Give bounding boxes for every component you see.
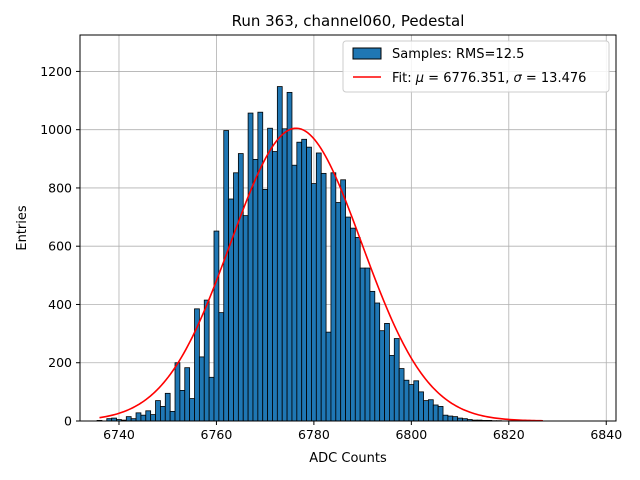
- histogram-bar: [203, 299, 210, 422]
- histogram-bar: [437, 406, 444, 422]
- y-tick-label: 400: [48, 297, 72, 312]
- histogram-bar: [340, 179, 346, 422]
- histogram-bar: [393, 338, 400, 422]
- histogram-bar: [296, 141, 303, 422]
- histogram-bar: [442, 414, 449, 422]
- histogram-bar: [432, 404, 439, 422]
- x-tick-label: 6800: [395, 427, 427, 442]
- legend-fit-mu-symbol: μ: [415, 71, 424, 86]
- histogram-bar: [325, 331, 332, 422]
- histogram-bar: [135, 412, 142, 422]
- histogram-bar: [150, 414, 156, 422]
- histogram-bar: [408, 384, 415, 422]
- histogram-bar: [413, 380, 420, 422]
- histogram-bar: [335, 202, 342, 422]
- chart-title: Run 363, channel060, Pedestal: [232, 12, 465, 30]
- histogram-bar: [311, 183, 317, 422]
- histogram-bar: [403, 379, 410, 422]
- histogram-bar: [379, 330, 385, 422]
- histogram-bar: [374, 302, 381, 422]
- histogram-bar: [350, 227, 356, 422]
- histogram-bar: [286, 91, 293, 422]
- histogram-bar: [174, 362, 181, 422]
- histogram-bar: [228, 198, 234, 422]
- histogram-bar: [159, 406, 166, 422]
- legend-fit-mu-value: = 6776.351,: [424, 71, 513, 86]
- histogram-bar: [418, 391, 424, 422]
- histogram-bar: [125, 416, 132, 422]
- histogram-bar: [354, 237, 361, 422]
- histogram-bar: [155, 400, 161, 422]
- x-axis-label: ADC Counts: [309, 451, 387, 466]
- plot-frame: [79, 34, 617, 422]
- histogram-bar: [218, 312, 225, 422]
- x-tick-label: 6740: [103, 427, 135, 442]
- histogram-bar: [247, 112, 254, 422]
- histogram-bar: [223, 130, 230, 422]
- y-tick-label: 0: [64, 414, 72, 429]
- x-tick-label: 6760: [201, 427, 233, 442]
- histogram-bar: [257, 111, 264, 422]
- histogram-bar: [233, 172, 239, 422]
- x-tick-label: 6840: [590, 427, 622, 442]
- histogram-bar: [184, 367, 191, 422]
- histogram-bar: [320, 172, 327, 422]
- histogram-bar: [179, 390, 186, 422]
- histogram-bar: [198, 356, 205, 422]
- histogram-bar: [189, 398, 195, 422]
- histogram-bar: [237, 153, 244, 422]
- y-tick-label: 200: [48, 355, 72, 370]
- y-tick-label: 1200: [40, 64, 72, 79]
- histogram-bar: [208, 376, 215, 422]
- histogram-bar: [267, 127, 273, 422]
- y-tick-label: 600: [48, 239, 72, 254]
- histogram-bar: [398, 368, 405, 422]
- histogram-bar: [164, 392, 171, 422]
- histogram-bar: [345, 216, 351, 422]
- histogram-bar: [281, 128, 288, 422]
- histogram-bar: [242, 215, 249, 422]
- histogram-bar: [427, 399, 434, 422]
- histogram-bar: [291, 164, 298, 422]
- histogram-bar: [364, 267, 371, 422]
- histogram-bar: [384, 323, 390, 422]
- histogram-bar: [330, 172, 337, 422]
- legend-fit-prefix: Fit:: [392, 71, 416, 86]
- histogram-bar: [301, 138, 307, 422]
- y-axis-label: Entries: [15, 205, 30, 251]
- x-axis-ticks: 6740 6760 6780 6800 6820 6840: [103, 421, 622, 442]
- histogram-bars: [96, 86, 502, 422]
- histogram-bar: [252, 158, 259, 422]
- legend-box: [342, 40, 610, 93]
- histogram-bar: [447, 415, 454, 422]
- legend-swatch-samples: [352, 47, 382, 60]
- histogram-bar: [272, 151, 278, 422]
- gaussian-fit-line: [99, 127, 543, 422]
- legend: Samples: RMS=12.5 Fit: μ = 6776.351, σ =…: [342, 40, 610, 93]
- histogram-bar: [213, 230, 220, 422]
- histogram-bar: [306, 146, 312, 422]
- histogram-bar: [315, 152, 322, 422]
- histogram-bar: [140, 414, 147, 422]
- histogram-bar: [389, 355, 395, 422]
- histogram-bar: [145, 410, 152, 422]
- y-tick-label: 800: [48, 180, 72, 195]
- histogram-bar: [359, 267, 366, 422]
- legend-fit-sigma-symbol: σ: [514, 71, 523, 86]
- histogram-bar: [423, 400, 429, 422]
- legend-label-samples: Samples: RMS=12.5: [392, 47, 524, 62]
- histogram-bar: [452, 416, 459, 422]
- histogram-bar: [169, 410, 176, 422]
- x-tick-label: 6820: [493, 427, 525, 442]
- legend-fit-sigma-value: = 13.476: [522, 71, 587, 86]
- histogram-bar: [369, 290, 376, 422]
- y-tick-label: 1000: [40, 122, 72, 137]
- y-axis-ticks: 0 200 400 600 800 1000 1200: [40, 64, 80, 429]
- legend-label-fit: Fit: μ = 6776.351, σ = 13.476: [392, 71, 586, 86]
- x-tick-label: 6780: [298, 427, 330, 442]
- histogram-bar: [262, 188, 268, 422]
